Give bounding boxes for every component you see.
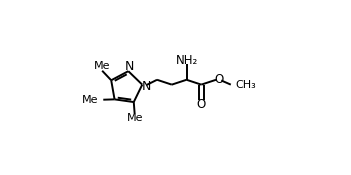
- Text: N: N: [141, 80, 151, 93]
- Text: CH₃: CH₃: [235, 80, 256, 90]
- Text: Me: Me: [94, 61, 110, 71]
- Text: Me: Me: [126, 113, 143, 123]
- Text: N: N: [124, 60, 134, 73]
- Text: NH₂: NH₂: [176, 54, 198, 67]
- Text: O: O: [214, 73, 224, 86]
- Text: Me: Me: [82, 95, 98, 105]
- Text: O: O: [197, 98, 206, 111]
